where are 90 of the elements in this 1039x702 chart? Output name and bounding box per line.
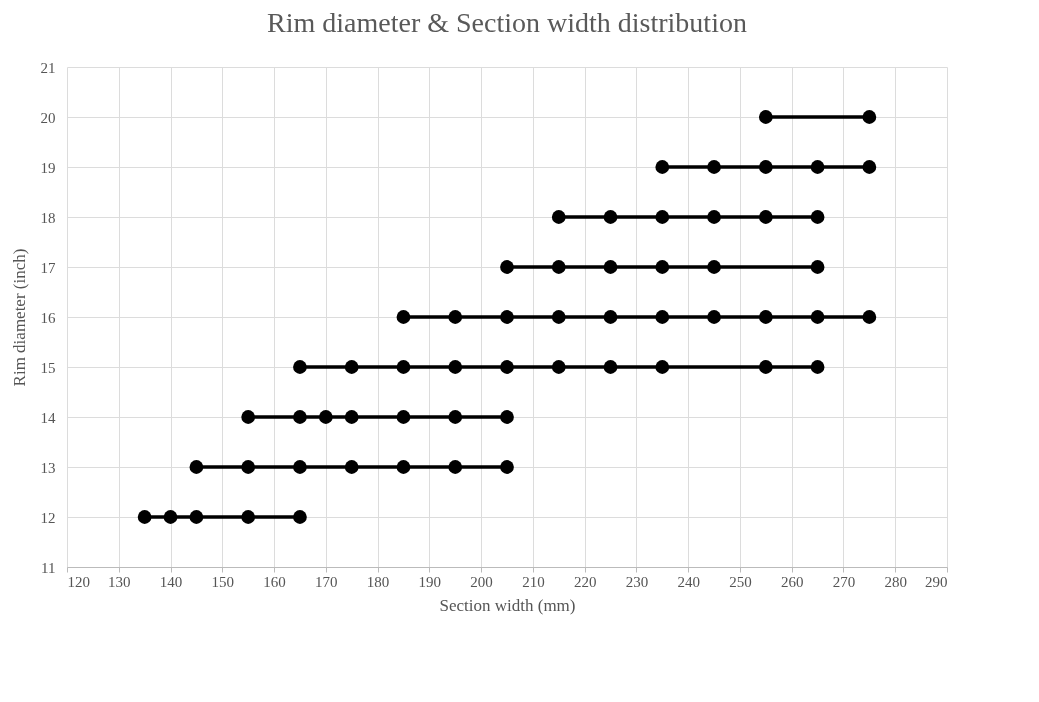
point (396, 310, 411, 324)
point (189, 510, 204, 524)
point (396, 410, 411, 424)
y-tick-label: 21 (40, 59, 56, 76)
point (500, 410, 514, 424)
x-tick-label: 250 (729, 573, 752, 590)
x-tick-label: 130 (108, 573, 131, 590)
x-tick-label: 160 (263, 573, 286, 590)
point (241, 410, 256, 424)
point (810, 360, 825, 374)
y-tick-label: 12 (40, 509, 56, 526)
point (344, 460, 359, 474)
y-tick-label: 17 (40, 259, 56, 276)
point (810, 260, 825, 274)
point (655, 310, 670, 324)
point (448, 460, 463, 474)
x-tick-label: 260 (780, 573, 804, 590)
point (551, 360, 566, 374)
y-tick-label: 18 (40, 209, 56, 226)
point (551, 310, 566, 324)
x-tick-label: 270 (832, 573, 856, 590)
chart-title: Rim diameter & Section width distribution (267, 7, 747, 38)
x-tick-label: 190 (418, 573, 442, 590)
point (500, 260, 514, 274)
point (758, 110, 773, 124)
x-tick-label: 200 (470, 573, 493, 590)
point (707, 210, 721, 224)
point (603, 310, 618, 324)
point (396, 360, 411, 374)
x-tick-label: 280 (884, 573, 907, 590)
point (293, 510, 307, 524)
point (707, 160, 721, 174)
y-tick-label: 15 (40, 359, 56, 376)
point (344, 410, 359, 424)
point (293, 460, 307, 474)
point (603, 260, 618, 274)
point (758, 160, 773, 174)
x-tick-label: 210 (522, 573, 545, 590)
point (551, 210, 566, 224)
y-tick-label: 14 (40, 409, 56, 426)
y-tick-label: 19 (40, 159, 56, 176)
x-tick-label: 220 (573, 573, 597, 590)
point (862, 160, 877, 174)
point (293, 410, 307, 424)
point (241, 460, 256, 474)
point (500, 460, 514, 474)
point (655, 160, 670, 174)
point (551, 260, 566, 274)
point (758, 360, 773, 374)
point (603, 210, 618, 224)
x-tick-label: 290 (925, 573, 948, 590)
point (655, 360, 670, 374)
point (655, 260, 670, 274)
y-tick-label: 11 (41, 559, 56, 576)
point (448, 310, 463, 324)
point (318, 410, 333, 424)
point (862, 110, 877, 124)
y-tick-label: 13 (40, 459, 56, 476)
point (707, 310, 721, 324)
point (500, 310, 514, 324)
point (163, 510, 178, 524)
point (137, 510, 152, 524)
x-tick-label: 150 (211, 573, 235, 590)
x-tick-label: 120 (67, 573, 90, 590)
x-tick-label: 230 (625, 573, 649, 590)
x-axis-title: Section width (mm) (439, 595, 576, 615)
point (655, 210, 670, 224)
point (241, 510, 256, 524)
x-tick-label: 170 (315, 573, 338, 590)
y-tick-label: 20 (40, 109, 56, 126)
point (810, 210, 825, 224)
point (603, 360, 618, 374)
x-tick-label: 240 (677, 573, 700, 590)
point (396, 460, 411, 474)
point (293, 360, 307, 374)
y-axis-title: Rim diameter (inch) (9, 248, 29, 387)
point (758, 210, 773, 224)
point (707, 260, 721, 274)
y-tick-label: 16 (40, 309, 56, 326)
point (344, 360, 359, 374)
x-tick-label: 140 (159, 573, 183, 590)
x-tick-label: 180 (366, 573, 390, 590)
point (810, 160, 825, 174)
point (862, 310, 877, 324)
point (758, 310, 773, 324)
point (448, 410, 463, 424)
point (810, 310, 825, 324)
point (500, 360, 514, 374)
point (189, 460, 204, 474)
point (448, 360, 463, 374)
